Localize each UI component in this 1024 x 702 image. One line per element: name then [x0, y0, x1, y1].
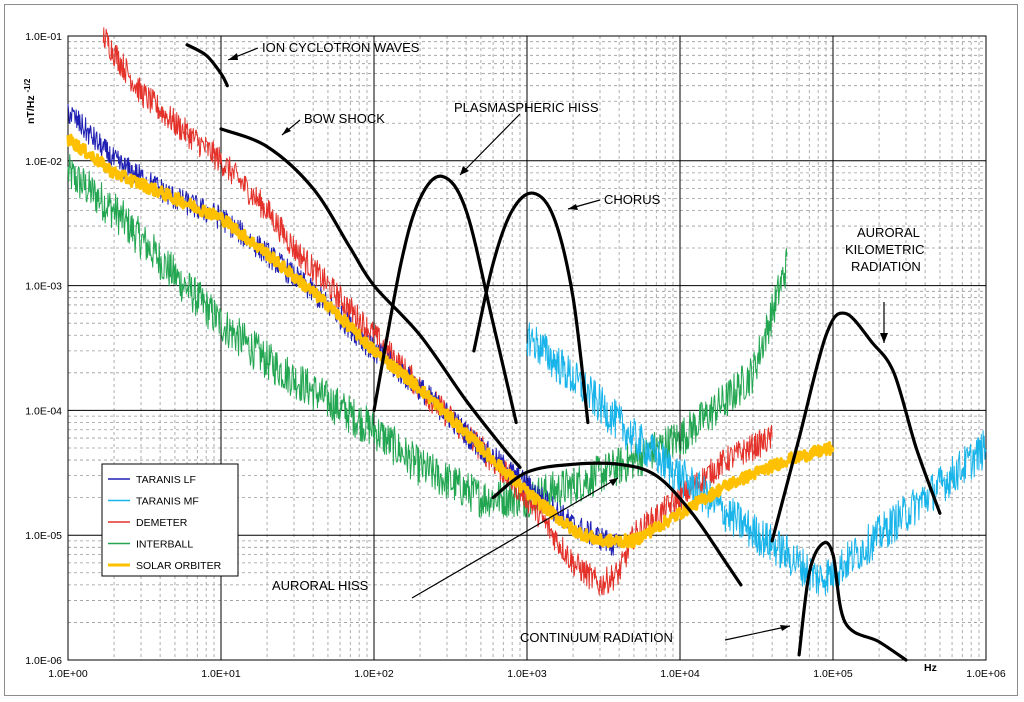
y-tick-labels: 1.0E-06 1.0E-05 1.0E-04 1.0E-03 1.0E-02 1.0E-…: [25, 31, 62, 667]
annotation-curve-auroral-kilometric-radiation: [770, 311, 942, 543]
x-tick-label: 1.0E+05: [813, 668, 853, 680]
x-tick-labels: 1.0E+00 1.0E+01 1.0E+02 1.0E+03 1.0E+04 1.0E+…: [48, 668, 1006, 680]
legend-items: TARANIS LF TARANIS MF DEMETER INTERBALL SOLA…: [108, 474, 222, 572]
label-plasmaspheric-hiss: PLASMASPHERIC HISS: [454, 100, 599, 115]
y-tick-label: 1.0E-02: [25, 156, 62, 168]
annotation-curve-auroral-hiss: [491, 461, 743, 587]
x-tick-label: 1.0E+03: [507, 668, 547, 680]
y-tick-label: 1.0E-01: [25, 31, 62, 43]
arrowhead-plasmaspheric-hiss: [460, 166, 469, 175]
series-line-taranis-mf: [526, 322, 987, 596]
label-akr-line2: KILOMETRIC: [845, 242, 924, 257]
x-tick-label: 1.0E+00: [48, 668, 88, 680]
annotation-curve-bow-shock: [219, 127, 522, 469]
arrowhead-chorus: [568, 204, 578, 210]
legend-label: TARANIS LF: [136, 474, 196, 486]
y-axis-label-text: nT/Hz: [25, 95, 37, 124]
annotation-curve-plasmaspheric-hiss: [372, 174, 518, 425]
legend-label: SOLAR ORBITER: [136, 560, 222, 572]
legend-label: INTERBALL: [136, 539, 193, 551]
x-tick-label: 1.0E+06: [966, 668, 1006, 680]
x-axis-label: Hz: [924, 662, 937, 674]
y-tick-label: 1.0E-03: [25, 281, 62, 293]
series-line-solar-orbiter: [66, 133, 835, 549]
plot-border: [67, 35, 987, 661]
legend-box: [101, 463, 239, 577]
legend-label: DEMETER: [136, 517, 188, 529]
arrow-auroral-hiss: [411, 477, 619, 599]
y-axis-label-exponent: -1/2: [23, 78, 32, 92]
label-chorus: CHORUS: [604, 192, 661, 207]
arrowhead-auroral-hiss: [609, 478, 618, 486]
series-layer: [66, 27, 987, 596]
legend: TARANIS LF TARANIS MF DEMETER INTERBALL SOLA…: [101, 463, 239, 577]
annotation-curve-ion-cyclotron-waves: [185, 43, 229, 88]
label-auroral-hiss: AURORAL HISS: [272, 578, 369, 593]
x-tick-label: 1.0E+02: [354, 668, 394, 680]
arrow-plasmaspheric-hiss: [459, 113, 521, 176]
y-tick-label: 1.0E-04: [25, 405, 62, 417]
arrowhead-continuum: [780, 625, 790, 631]
legend-label: TARANIS MF: [136, 496, 199, 508]
arrow-continuum: [724, 625, 791, 641]
chart-frame: [4, 4, 1018, 696]
annotation-curve-continuum-radiation: [797, 540, 908, 662]
y-tick-label: 1.0E-06: [25, 655, 62, 667]
label-bow-shock: BOW SHOCK: [304, 111, 385, 126]
arrowhead-bow-shock: [282, 127, 291, 135]
x-tick-label: 1.0E+01: [201, 668, 241, 680]
y-tick-label: 1.0E-05: [25, 530, 62, 542]
arrow-heads: [228, 53, 888, 631]
x-tick-label: 1.0E+04: [660, 668, 700, 680]
arrowhead-akr: [880, 333, 888, 343]
label-akr-line1: AURORAL: [857, 225, 920, 240]
label-ion-cyclotron: ION CYCLOTRON WAVES: [262, 40, 420, 55]
label-akr-line3: RADIATION: [851, 259, 921, 274]
y-axis-label: nT/Hz -1/2: [23, 78, 38, 124]
annotation-curve-chorus: [472, 191, 590, 425]
annotation-curves: [185, 43, 942, 662]
label-continuum: CONTINUUM RADIATION: [520, 630, 673, 645]
arrowhead-ion-cyclotron: [228, 53, 238, 60]
